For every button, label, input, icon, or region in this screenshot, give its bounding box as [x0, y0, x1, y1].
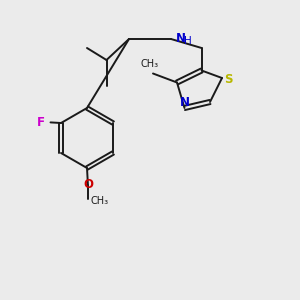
Text: O: O [83, 178, 93, 191]
Text: N: N [176, 32, 185, 46]
Text: CH₃: CH₃ [141, 59, 159, 69]
Text: N: N [179, 96, 190, 109]
Text: F: F [37, 116, 45, 129]
Text: H: H [184, 36, 192, 46]
Text: S: S [224, 73, 233, 86]
Text: CH₃: CH₃ [91, 196, 109, 206]
